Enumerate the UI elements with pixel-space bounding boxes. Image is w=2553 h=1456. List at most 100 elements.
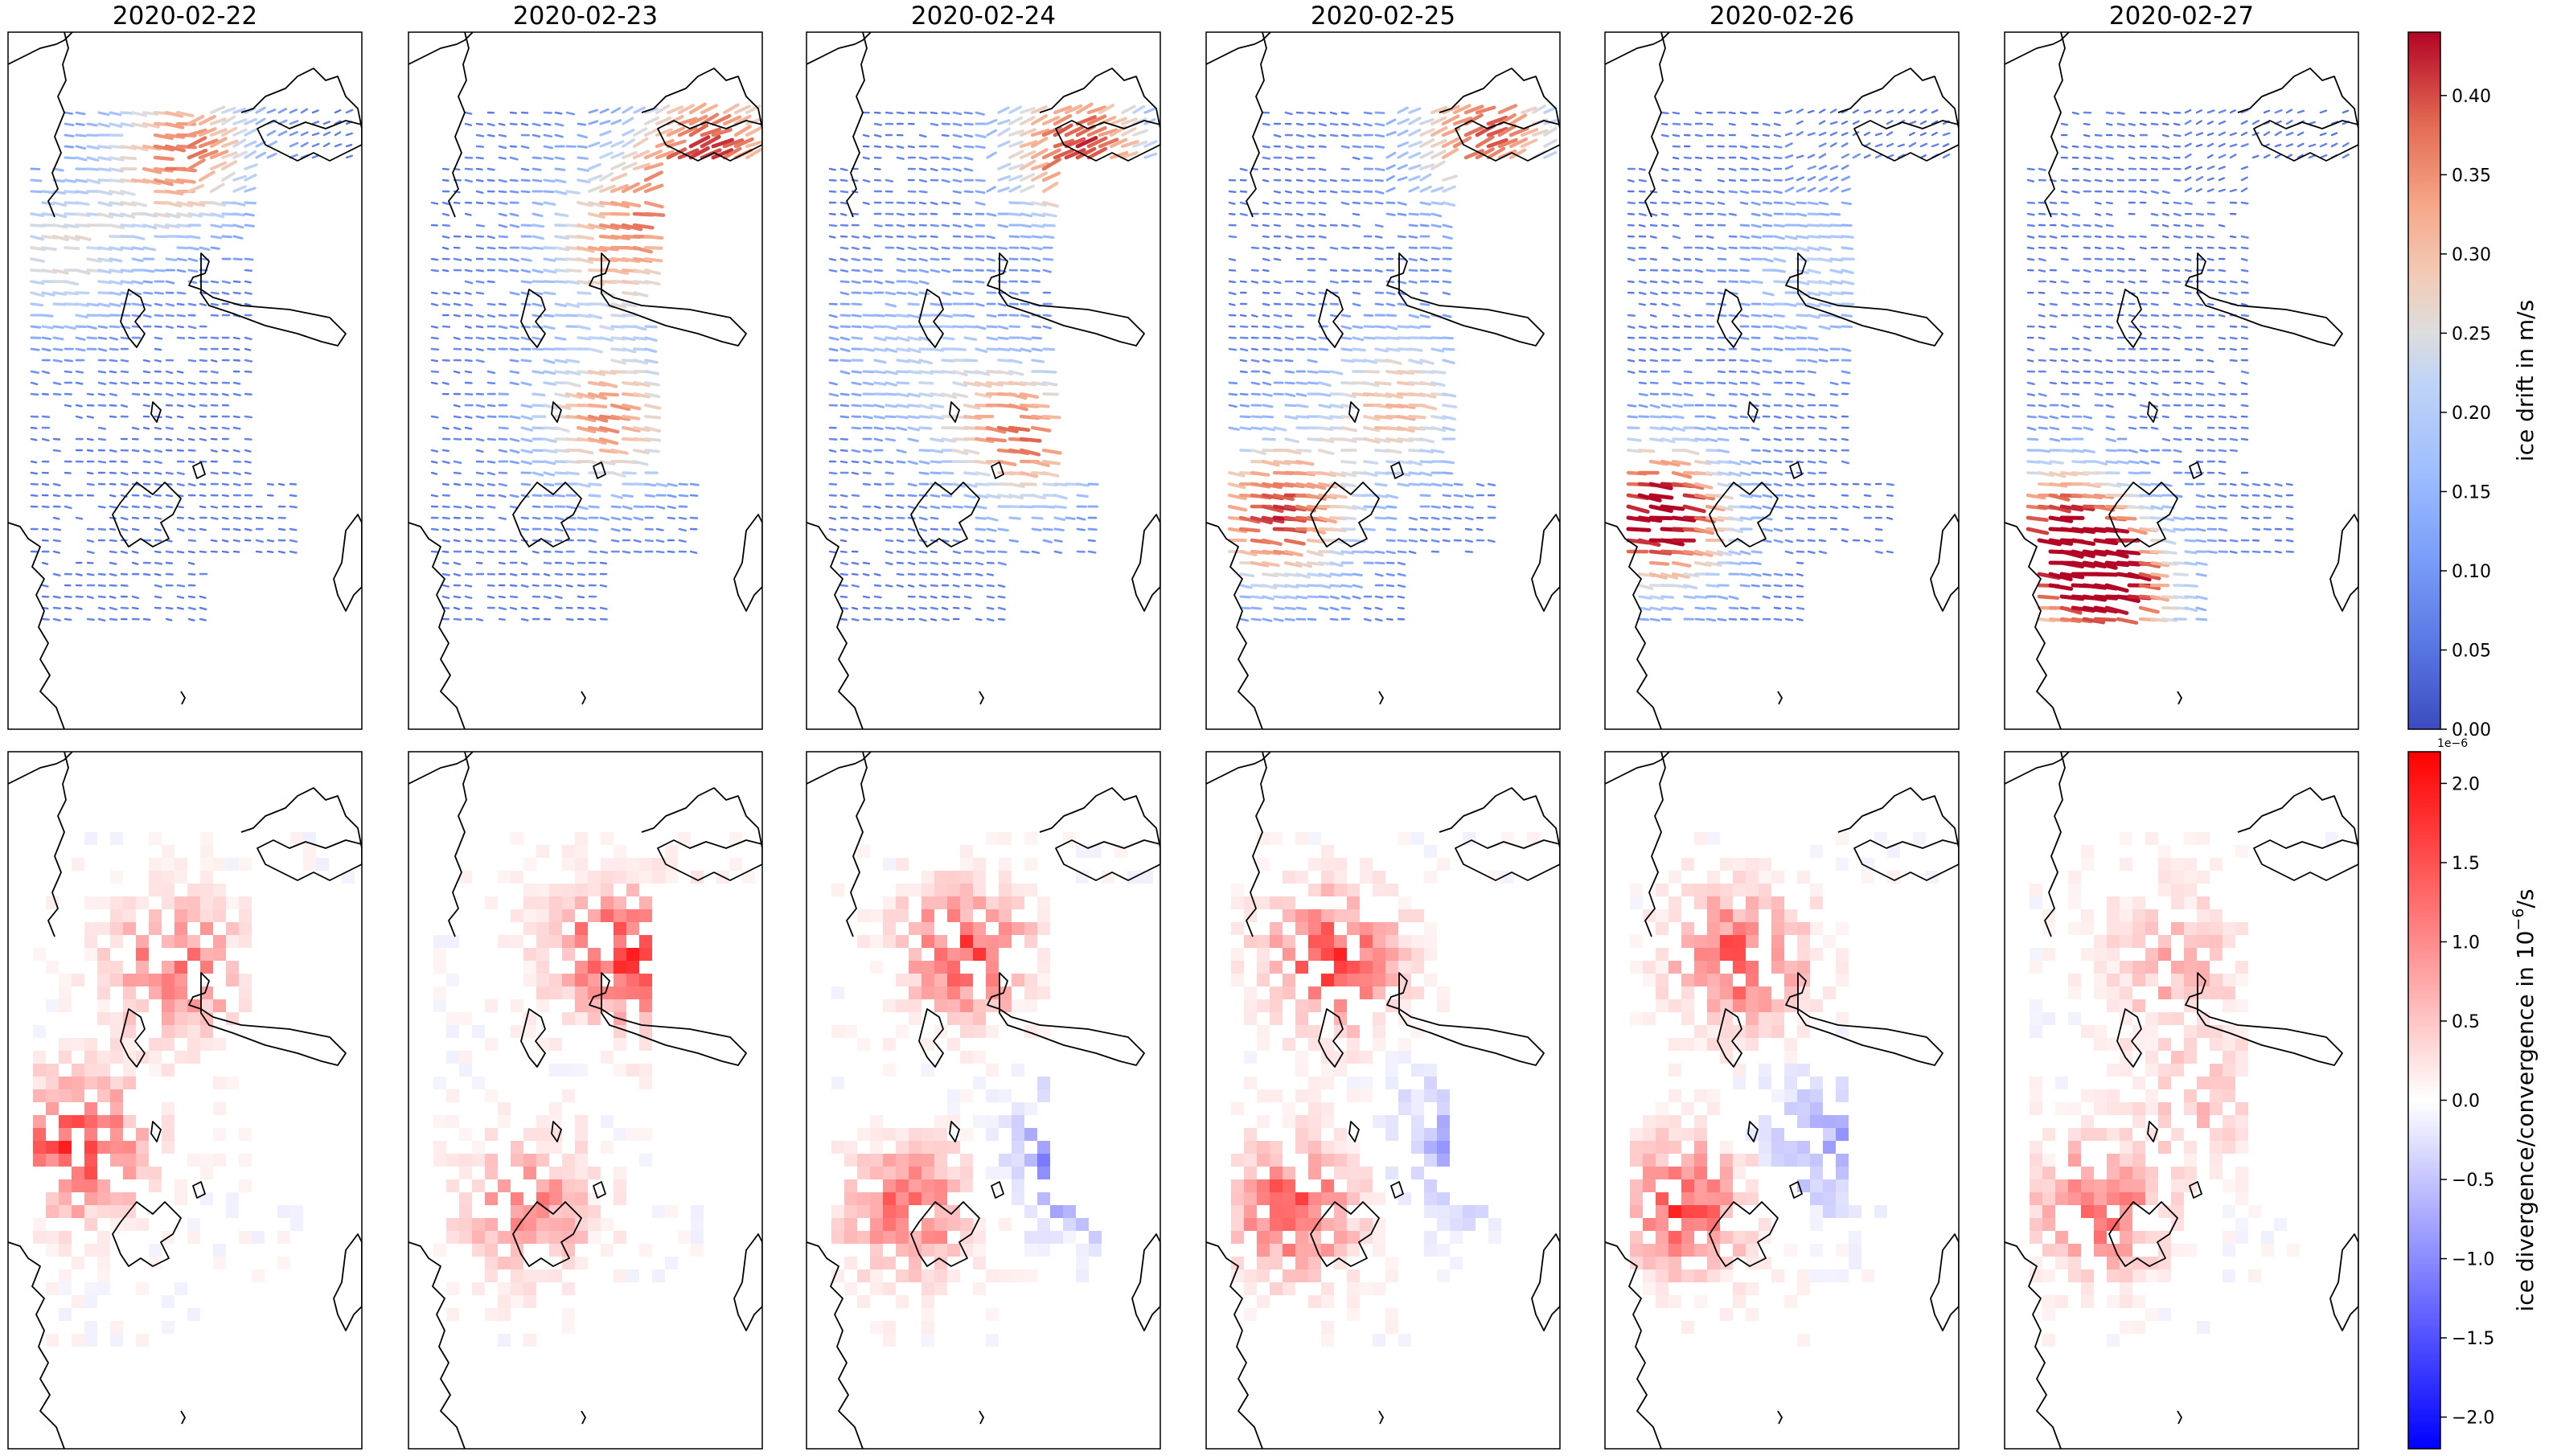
drift-arrow: [885, 415, 897, 419]
drift-arrow: [187, 235, 201, 240]
drift-arrow: [486, 347, 496, 351]
drift-arrow: [1728, 370, 1737, 373]
drift-arrow: [475, 561, 483, 564]
drift-arrow: [289, 539, 298, 543]
drift-arrow: [154, 449, 162, 453]
drift-arrow: [1340, 359, 1355, 363]
drift-arrow: [1442, 426, 1456, 432]
drift-arrow: [2094, 359, 2103, 363]
drift-arrow: [1784, 302, 1797, 307]
drift-arrow: [2071, 404, 2080, 408]
drift-arrow: [131, 550, 139, 554]
drift-arrow: [1931, 143, 1939, 148]
drift-arrow: [1385, 269, 1395, 272]
drift-arrow: [1284, 404, 1297, 408]
drift-arrow: [1829, 482, 1837, 486]
drift-arrow: [918, 156, 928, 161]
drift-arrow: [1475, 135, 1495, 149]
panel-title-3: 2020-02-24: [910, 2, 1057, 31]
drift-arrow: [1841, 164, 1849, 170]
drift-arrow: [509, 224, 519, 228]
drift-arrow: [2060, 437, 2072, 441]
drift-arrow: [2296, 154, 2304, 159]
drift-arrow: [2116, 617, 2139, 625]
drift-arrow: [1627, 415, 1639, 419]
drift-arrow: [2038, 449, 2050, 453]
drift-arrow: [97, 347, 108, 352]
drift-arrow: [1239, 392, 1249, 396]
drift-arrow: [689, 516, 699, 519]
drift-arrow: [1784, 132, 1793, 137]
drift-arrow: [1385, 471, 1400, 475]
drift-arrow: [975, 224, 986, 227]
drift-arrow: [289, 494, 298, 498]
drift-arrow: [873, 224, 883, 228]
drift-arrow: [2105, 257, 2115, 261]
drift-arrow: [154, 359, 162, 363]
drift-arrow: [2184, 142, 2192, 148]
drift-arrow: [232, 471, 241, 476]
drift-arrow: [1262, 257, 1270, 262]
coastline: [192, 461, 206, 479]
drift-arrow: [1705, 471, 1722, 476]
drift-arrow: [1340, 392, 1357, 399]
drift-arrow: [588, 120, 599, 125]
drift-arrow: [1430, 125, 1448, 137]
drift-arrow: [142, 617, 151, 621]
drift-arrow: [622, 494, 634, 498]
drift-arrow: [610, 200, 630, 209]
divergence-cell: [162, 935, 174, 948]
drift-arrow: [2048, 493, 2071, 502]
drift-arrow: [2071, 190, 2080, 194]
drift-arrow: [1649, 606, 1663, 612]
drift-arrow: [97, 606, 106, 610]
drift-arrow: [1064, 148, 1086, 160]
drift-arrow: [255, 539, 264, 543]
drift-arrow: [2173, 572, 2190, 576]
drift-arrow: [1762, 224, 1773, 228]
drift-arrow: [2218, 154, 2227, 159]
drift-arrow: [952, 606, 960, 609]
drift-arrow: [1340, 325, 1352, 330]
drift-arrow: [1340, 482, 1357, 488]
drift-arrow: [1627, 325, 1636, 329]
drift-arrow: [986, 347, 999, 351]
drift-arrow: [930, 415, 945, 420]
drift-arrow: [2173, 437, 2182, 441]
drift-arrow: [441, 561, 449, 565]
drift-arrow: [2139, 314, 2148, 317]
drift-arrow: [1295, 133, 1304, 138]
drift-arrow: [1818, 291, 1833, 297]
drift-arrow: [142, 404, 151, 408]
drift-arrow: [64, 505, 72, 510]
drift-arrow: [554, 257, 569, 261]
drift-arrow: [1818, 460, 1828, 464]
divergence-cell: [123, 1167, 136, 1179]
drift-arrow: [97, 460, 107, 464]
drift-arrow: [210, 539, 218, 543]
drift-arrow: [2082, 617, 2106, 625]
drift-arrow: [543, 269, 557, 274]
drift-arrow: [97, 572, 106, 576]
drift-arrow: [2229, 132, 2237, 137]
drift-arrow: [1385, 151, 1397, 159]
drift-arrow: [1030, 114, 1049, 126]
drift-arrow: [1363, 190, 1373, 193]
drift-arrow: [2150, 392, 2159, 396]
drift-arrow: [1284, 617, 1295, 621]
drift-arrow: [1408, 212, 1419, 216]
drift-arrow: [486, 167, 495, 171]
drift-arrow: [885, 178, 894, 183]
drift-arrow: [1295, 291, 1304, 296]
drift-arrow: [828, 336, 839, 341]
drift-arrow: [86, 325, 97, 330]
drift-arrow: [520, 437, 533, 443]
drift-arrow: [678, 494, 689, 498]
drift-arrow: [300, 108, 309, 114]
divergence-cell: [97, 1179, 110, 1192]
drift-arrow: [532, 584, 540, 587]
divergence-cell: [162, 896, 174, 909]
drift-arrow: [75, 516, 84, 520]
drift-arrow: [644, 404, 662, 410]
drift-arrow: [199, 426, 207, 430]
